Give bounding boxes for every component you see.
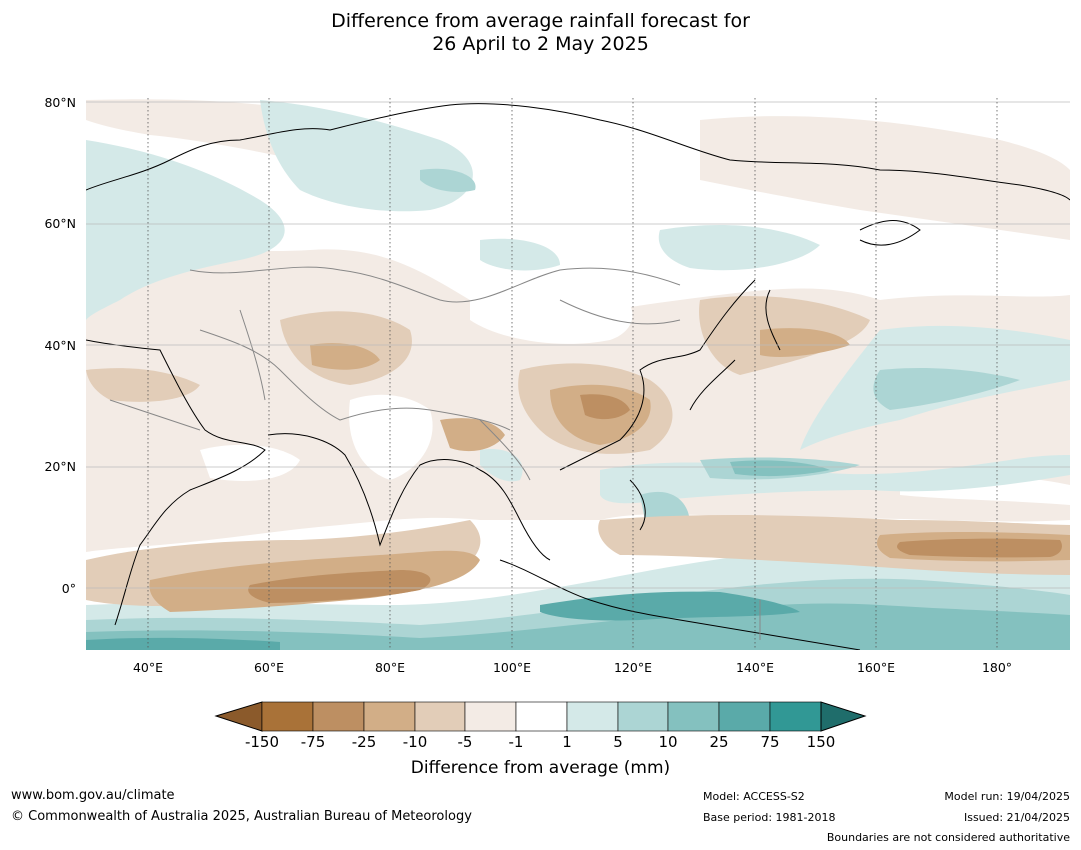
colorbar-tick: -150	[244, 733, 280, 751]
colorbar-swatch-1	[261, 701, 314, 732]
anomaly-wet-areas	[86, 460, 1070, 650]
lon-label-100e: 100°E	[492, 660, 531, 675]
map-title-line2: 26 April to 2 May 2025	[432, 33, 649, 55]
colorbar-tick: 10	[658, 733, 678, 751]
colorbar-swatch-2	[312, 701, 365, 732]
lon-label-180: 180°	[981, 660, 1013, 675]
colorbar-swatch-8	[617, 701, 669, 732]
lat-label-20n: 20°N	[44, 459, 76, 474]
colorbar-tick: -5	[457, 733, 473, 751]
colorbar-swatch-5	[464, 701, 517, 732]
colorbar-tick: 150	[806, 733, 836, 751]
lon-label-80e: 80°E	[374, 660, 406, 675]
colorbar-high-extend	[820, 701, 867, 732]
colorbar-swatch-4	[414, 701, 466, 732]
colorbar-title: Difference from average (mm)	[410, 758, 671, 778]
anomaly-very-wet-areas	[86, 591, 800, 650]
lat-label-40n: 40°N	[44, 338, 76, 353]
colorbar-tick: -25	[351, 733, 377, 751]
coastlines	[86, 103, 1070, 650]
colorbar-tick: 1	[562, 733, 572, 751]
colorbar-swatch-9	[667, 701, 720, 732]
footer-model: Model: ACCESS-S2	[703, 790, 805, 803]
colorbar-swatch-7	[566, 701, 619, 732]
gridlines	[86, 98, 1070, 650]
colorbar-tick: 75	[760, 733, 780, 751]
colorbar	[214, 701, 867, 732]
country-borders	[109, 266, 761, 640]
lat-label-80n: 80°N	[44, 95, 76, 110]
lat-label-0: 0°	[61, 581, 76, 596]
colorbar-tick: -10	[402, 733, 428, 751]
footer-issued: Issued: 21/04/2025	[963, 811, 1070, 824]
map-area	[86, 98, 1070, 650]
lon-label-160e: 160°E	[856, 660, 895, 675]
lon-label-120e: 120°E	[613, 660, 652, 675]
colorbar-tick: 5	[613, 733, 623, 751]
footer-url[interactable]: www.bom.gov.au/climate	[11, 788, 175, 803]
footer-copyright: © Commonwealth of Australia 2025, Austra…	[11, 809, 472, 824]
colorbar-tick: -75	[300, 733, 326, 751]
colorbar-tick: 25	[709, 733, 729, 751]
footer-base-period: Base period: 1981-2018	[703, 811, 836, 824]
colorbar-low-extend	[214, 701, 263, 732]
colorbar-tick: -1	[508, 733, 524, 751]
colorbar-swatch-3	[363, 701, 416, 732]
colorbar-swatch-6	[515, 701, 568, 732]
colorbar-swatch-11	[769, 701, 822, 732]
lon-label-40e: 40°E	[132, 660, 164, 675]
anomaly-much-drier-areas	[248, 394, 1062, 603]
footer-boundaries-note: Boundaries are not considered authoritat…	[826, 831, 1070, 844]
lon-label-140e: 140°E	[735, 660, 774, 675]
lon-label-60e: 60°E	[253, 660, 285, 675]
footer-model-run: Model run: 19/04/2025	[944, 790, 1070, 803]
anomaly-near-average-areas	[200, 280, 1070, 505]
lat-label-60n: 60°N	[44, 216, 76, 231]
colorbar-swatch-10	[718, 701, 771, 732]
map-title-line1: Difference from average rainfall forecas…	[331, 10, 750, 32]
